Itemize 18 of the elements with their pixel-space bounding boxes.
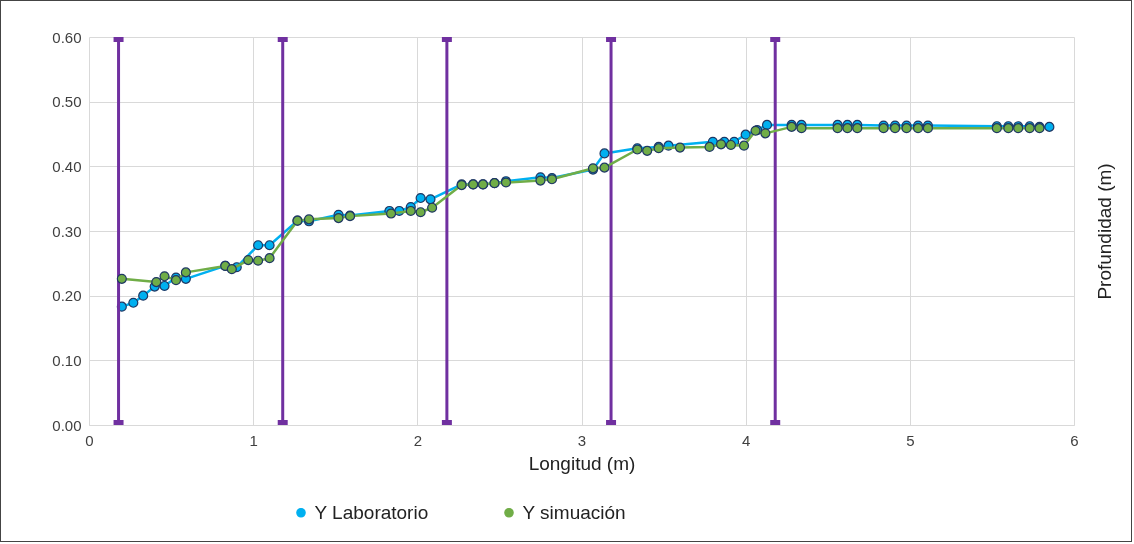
legend-label: Y Laboratorio xyxy=(314,501,429,523)
y-tick-label: 0.60 xyxy=(52,28,82,46)
x-axis-title: Longitud (m) xyxy=(528,452,636,474)
y-axis-title: Profundidad (m) xyxy=(1093,163,1115,300)
x-tick-label: 1 xyxy=(249,431,258,449)
x-tick-label: 0 xyxy=(85,431,94,449)
legend-label: Y simuación xyxy=(522,501,626,523)
x-tick-label: 5 xyxy=(906,431,915,449)
y-tick-label: 0.40 xyxy=(52,157,82,175)
x-tick-label: 3 xyxy=(577,431,587,449)
y-tick-label: 0.10 xyxy=(52,351,82,369)
y-tick-label: 0.30 xyxy=(52,222,82,240)
x-tick-label: 4 xyxy=(741,431,751,449)
y-tick-label: 0.20 xyxy=(52,287,82,305)
y-tick-label: 0.50 xyxy=(52,93,82,111)
x-tick-label: 6 xyxy=(1070,431,1079,449)
x-tick-label: 2 xyxy=(413,431,423,449)
y-tick-label: 0.00 xyxy=(52,416,82,434)
